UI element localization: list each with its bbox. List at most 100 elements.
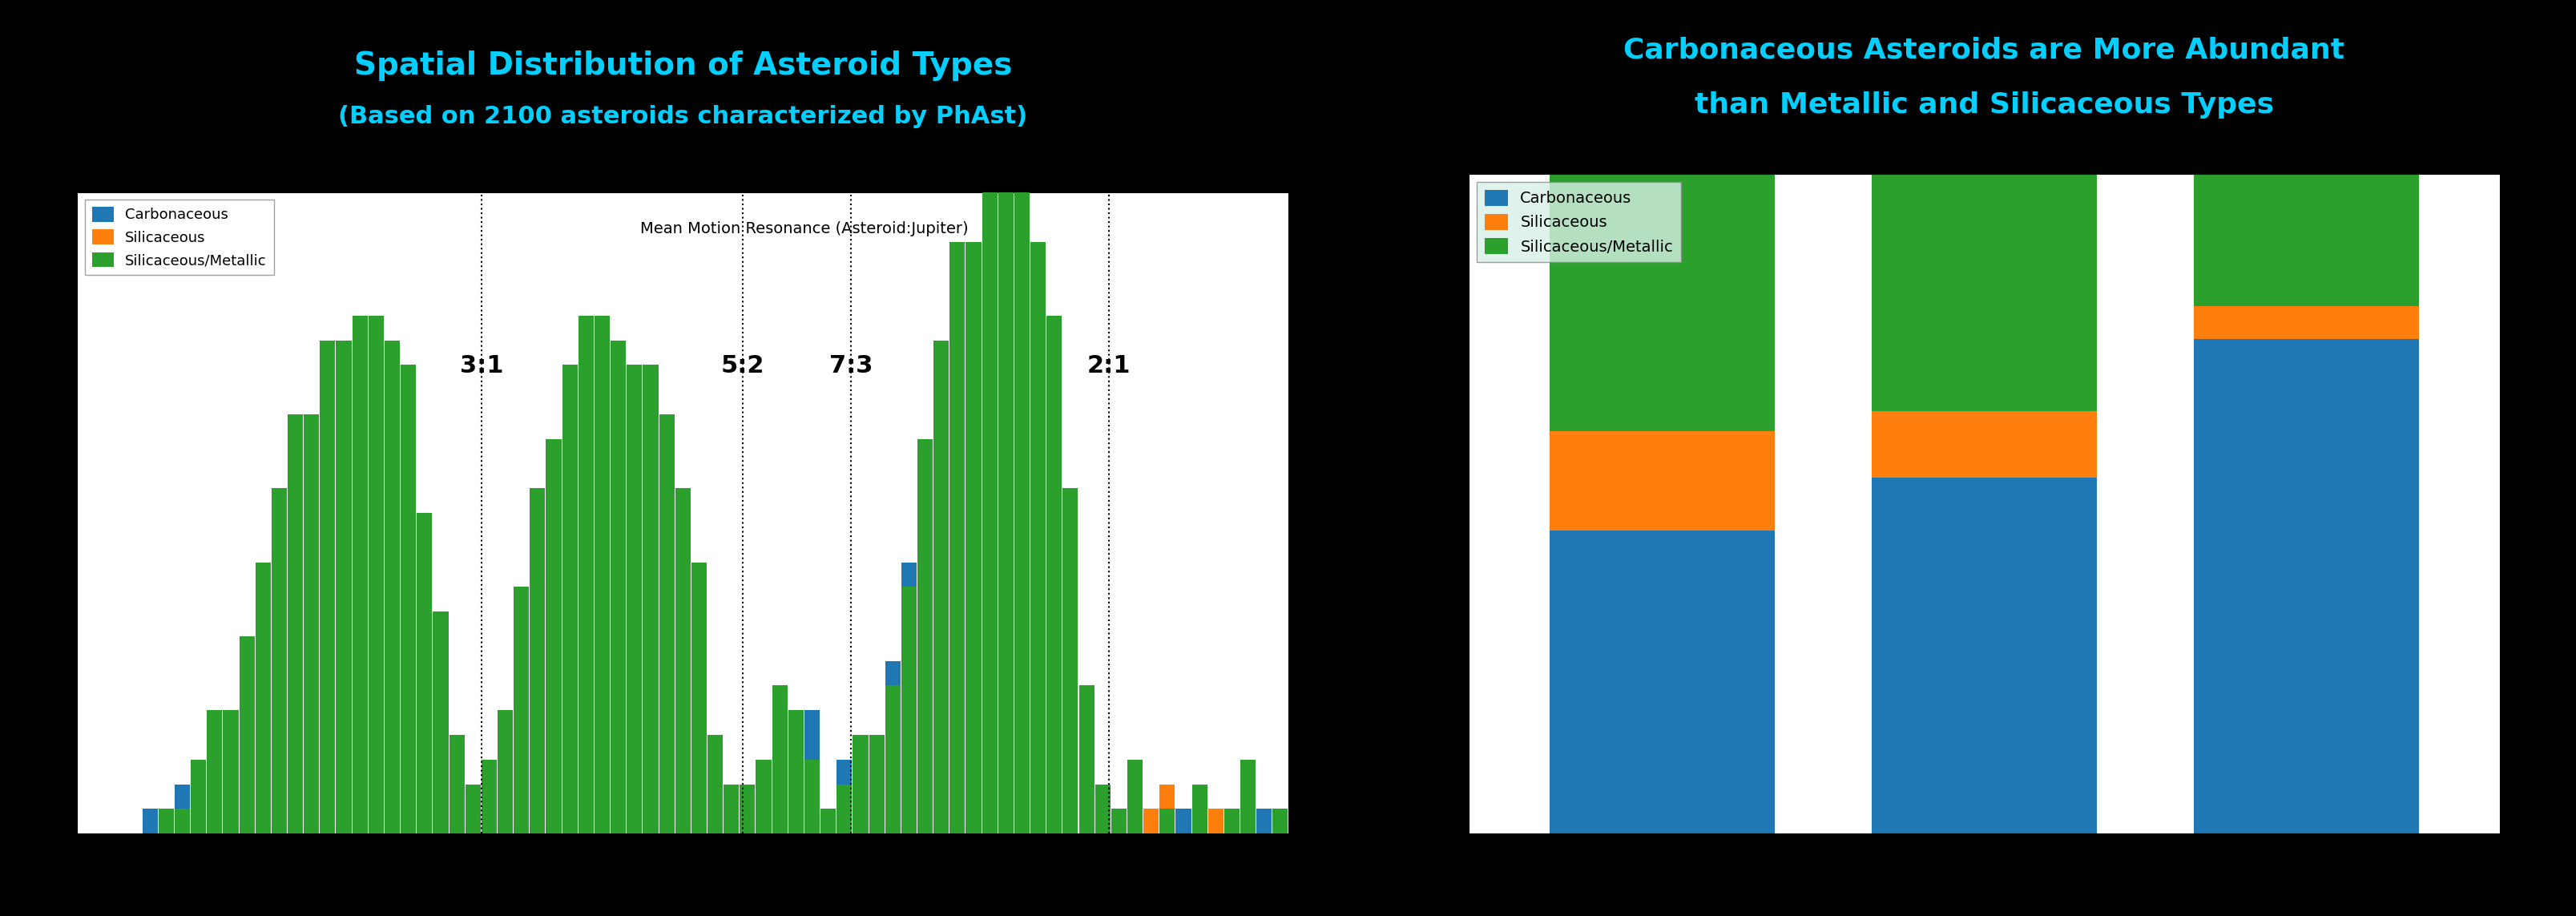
Bar <box>353 661 368 834</box>
Bar <box>1193 784 1208 834</box>
Bar <box>255 562 270 834</box>
Bar <box>981 217 997 834</box>
Text: (Based on 2100 asteroids characterized by PhAst): (Based on 2100 asteroids characterized b… <box>337 105 1028 128</box>
Bar <box>804 809 819 834</box>
Bar <box>577 316 592 834</box>
Bar <box>853 809 868 834</box>
Bar <box>917 439 933 834</box>
Bar <box>384 513 399 834</box>
Text: 7:3: 7:3 <box>829 354 873 377</box>
Bar <box>175 809 191 834</box>
Bar <box>353 316 368 834</box>
Bar <box>399 365 415 834</box>
Bar <box>304 414 319 834</box>
Bar <box>353 587 368 834</box>
Bar <box>270 661 286 834</box>
Bar <box>142 809 157 834</box>
Bar <box>335 661 350 834</box>
Bar <box>319 661 335 834</box>
Bar <box>417 513 433 834</box>
Bar <box>804 710 819 834</box>
Bar <box>837 784 853 834</box>
Bar <box>884 735 899 834</box>
Bar <box>853 809 868 834</box>
Bar <box>933 637 948 834</box>
Bar <box>951 316 966 834</box>
Bar <box>755 759 770 834</box>
Bar <box>1126 759 1141 834</box>
Bar <box>1239 759 1255 834</box>
Bar <box>335 341 350 834</box>
Bar <box>513 759 528 834</box>
Bar <box>788 710 804 834</box>
Bar <box>788 710 804 834</box>
Bar <box>804 759 819 834</box>
Text: Mean Motion Resonance (Asteroid:Jupiter): Mean Motion Resonance (Asteroid:Jupiter) <box>639 222 969 236</box>
Bar <box>562 414 577 834</box>
Bar <box>708 809 724 834</box>
Bar <box>448 735 464 834</box>
Bar <box>1095 784 1110 834</box>
Bar <box>739 809 755 834</box>
Bar <box>2192 306 2419 339</box>
Bar <box>497 710 513 834</box>
Bar <box>206 784 222 834</box>
Bar <box>1110 809 1126 834</box>
Bar <box>175 809 191 834</box>
Bar <box>466 784 482 834</box>
Bar <box>966 637 981 834</box>
Bar <box>641 612 657 834</box>
Text: than Metallic and Silicaceous Types: than Metallic and Silicaceous Types <box>1695 92 2272 119</box>
Bar <box>289 414 304 834</box>
Bar <box>1046 365 1061 834</box>
Bar <box>917 463 933 834</box>
Bar <box>981 637 997 834</box>
Bar <box>724 784 739 834</box>
Bar <box>626 587 641 834</box>
Bar <box>1208 809 1224 834</box>
Bar <box>255 685 270 834</box>
Bar <box>1224 809 1239 834</box>
Bar <box>1079 784 1095 834</box>
Bar <box>626 365 641 834</box>
Bar <box>1273 809 1288 834</box>
Bar <box>884 661 899 834</box>
Bar <box>1095 784 1110 834</box>
Bar <box>1061 488 1077 834</box>
Bar <box>304 710 319 834</box>
Bar <box>837 759 853 834</box>
Bar <box>933 341 948 834</box>
Bar <box>224 759 240 834</box>
Bar <box>902 587 917 834</box>
Bar <box>497 784 513 834</box>
Bar <box>448 784 464 834</box>
Bar <box>595 389 611 834</box>
Bar <box>2192 339 2419 834</box>
Bar <box>1548 431 1775 530</box>
Bar <box>675 587 690 834</box>
Bar <box>659 488 675 834</box>
Bar <box>1046 316 1061 834</box>
Bar <box>951 242 966 834</box>
Bar <box>319 710 335 834</box>
Bar <box>157 809 173 834</box>
Bar <box>1193 809 1208 834</box>
Bar <box>224 710 240 834</box>
Bar <box>270 759 286 834</box>
Bar <box>191 759 206 834</box>
Text: 2:1: 2:1 <box>1087 354 1131 377</box>
Bar <box>497 784 513 834</box>
Bar <box>659 414 675 834</box>
Bar <box>417 710 433 834</box>
Bar <box>531 685 546 834</box>
Bar <box>433 784 448 834</box>
Bar <box>595 316 611 834</box>
Bar <box>755 809 770 834</box>
Bar <box>335 612 350 834</box>
Bar <box>966 242 981 834</box>
Bar <box>739 809 755 834</box>
Bar <box>368 562 384 834</box>
Bar <box>531 488 546 834</box>
Bar <box>690 562 706 834</box>
Bar <box>611 389 626 834</box>
